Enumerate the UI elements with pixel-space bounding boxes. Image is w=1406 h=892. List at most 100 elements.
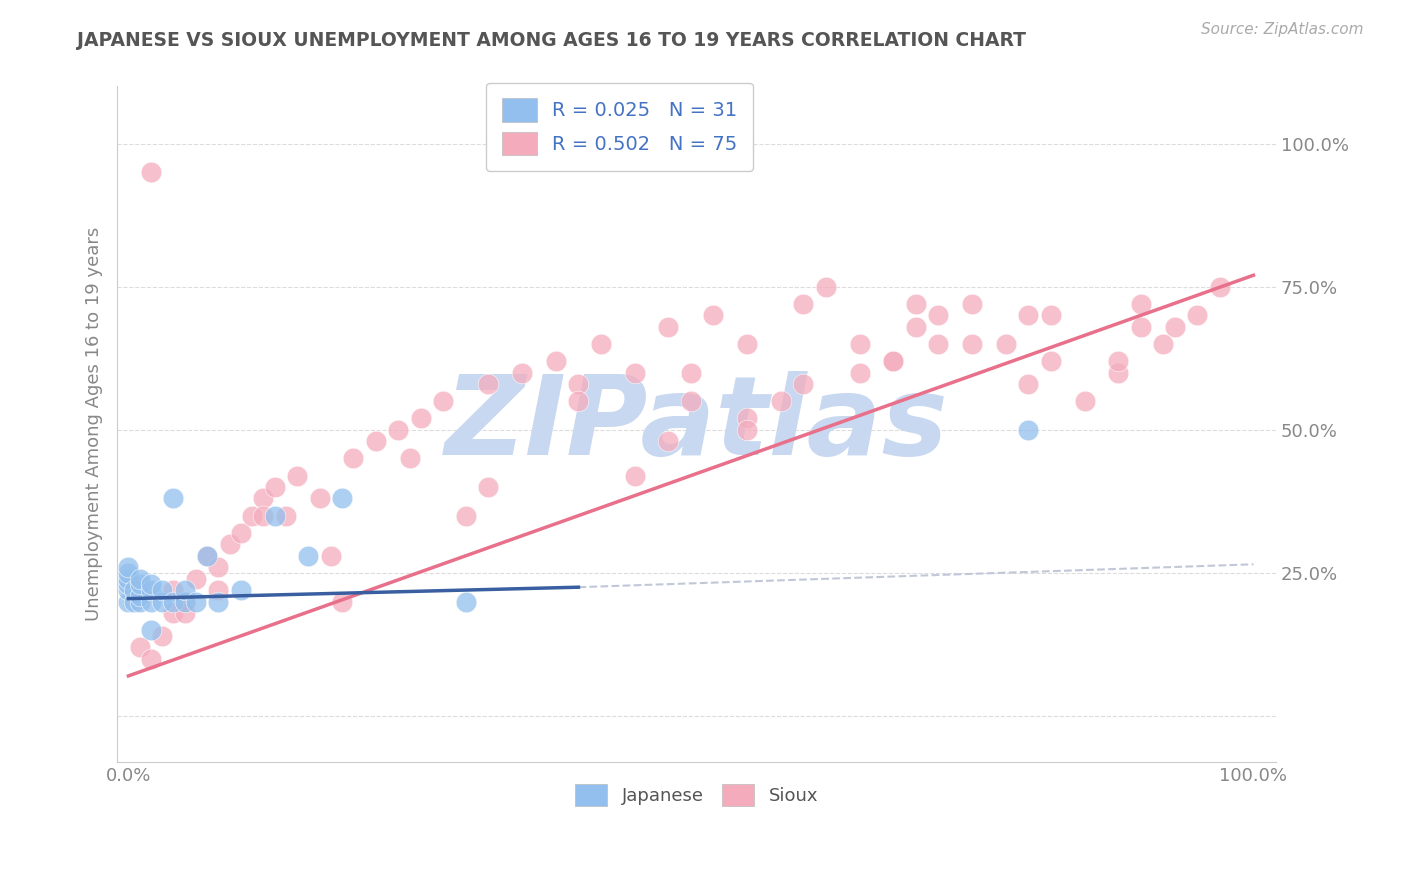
Point [1209, 279, 1232, 293]
Point [432, 394, 454, 409]
Point [117, 566, 139, 580]
Point [1017, 423, 1039, 437]
Point [994, 337, 1017, 351]
Point [814, 279, 837, 293]
Point [173, 582, 195, 597]
Point [229, 582, 252, 597]
Point [1073, 394, 1095, 409]
Point [139, 652, 162, 666]
Point [139, 577, 162, 591]
Point [735, 423, 758, 437]
Point [139, 623, 162, 637]
Point [927, 337, 949, 351]
Point [882, 354, 904, 368]
Point [1163, 319, 1185, 334]
Point [679, 394, 702, 409]
Point [960, 337, 983, 351]
Point [769, 394, 792, 409]
Point [735, 411, 758, 425]
Point [927, 308, 949, 322]
Point [477, 376, 499, 391]
Point [1017, 376, 1039, 391]
Point [128, 594, 150, 608]
Point [117, 560, 139, 574]
Point [1152, 337, 1174, 351]
Point [308, 491, 330, 506]
Point [263, 480, 285, 494]
Point [128, 572, 150, 586]
Point [567, 376, 589, 391]
Point [297, 549, 319, 563]
Point [263, 508, 285, 523]
Point [122, 594, 145, 608]
Point [173, 594, 195, 608]
Point [240, 508, 263, 523]
Point [1017, 308, 1039, 322]
Point [679, 366, 702, 380]
Point [128, 589, 150, 603]
Point [1185, 308, 1208, 322]
Point [848, 366, 870, 380]
Point [252, 508, 274, 523]
Point [398, 451, 420, 466]
Point [409, 411, 432, 425]
Point [218, 537, 240, 551]
Point [122, 582, 145, 597]
Point [1107, 354, 1129, 368]
Point [319, 549, 342, 563]
Point [330, 594, 353, 608]
Point [173, 606, 195, 620]
Point [657, 434, 679, 449]
Point [162, 582, 184, 597]
Point [162, 594, 184, 608]
Point [139, 165, 162, 179]
Point [207, 582, 229, 597]
Point [117, 577, 139, 591]
Point [454, 508, 477, 523]
Point [904, 297, 927, 311]
Point [117, 594, 139, 608]
Point [623, 366, 645, 380]
Point [1129, 297, 1152, 311]
Point [252, 491, 274, 506]
Point [162, 491, 184, 506]
Point [184, 594, 207, 608]
Point [904, 319, 927, 334]
Point [229, 525, 252, 540]
Point [128, 640, 150, 655]
Point [117, 572, 139, 586]
Point [274, 508, 297, 523]
Point [150, 594, 173, 608]
Point [387, 423, 409, 437]
Point [139, 582, 162, 597]
Point [285, 468, 308, 483]
Text: Source: ZipAtlas.com: Source: ZipAtlas.com [1201, 22, 1364, 37]
Point [848, 337, 870, 351]
Text: ZIPatlas: ZIPatlas [444, 370, 949, 477]
Point [657, 319, 679, 334]
Point [1129, 319, 1152, 334]
Point [1039, 354, 1062, 368]
Point [454, 594, 477, 608]
Text: JAPANESE VS SIOUX UNEMPLOYMENT AMONG AGES 16 TO 19 YEARS CORRELATION CHART: JAPANESE VS SIOUX UNEMPLOYMENT AMONG AGE… [77, 31, 1026, 50]
Point [195, 549, 218, 563]
Point [1107, 366, 1129, 380]
Point [544, 354, 567, 368]
Point [173, 594, 195, 608]
Legend: Japanese, Sioux: Japanese, Sioux [568, 777, 825, 814]
Point [162, 606, 184, 620]
Y-axis label: Unemployment Among Ages 16 to 19 years: Unemployment Among Ages 16 to 19 years [86, 227, 103, 621]
Point [207, 560, 229, 574]
Point [330, 491, 353, 506]
Point [792, 297, 814, 311]
Point [567, 394, 589, 409]
Point [1039, 308, 1062, 322]
Point [510, 366, 533, 380]
Point [184, 572, 207, 586]
Point [960, 297, 983, 311]
Point [139, 594, 162, 608]
Point [117, 582, 139, 597]
Point [364, 434, 387, 449]
Point [150, 629, 173, 643]
Point [195, 549, 218, 563]
